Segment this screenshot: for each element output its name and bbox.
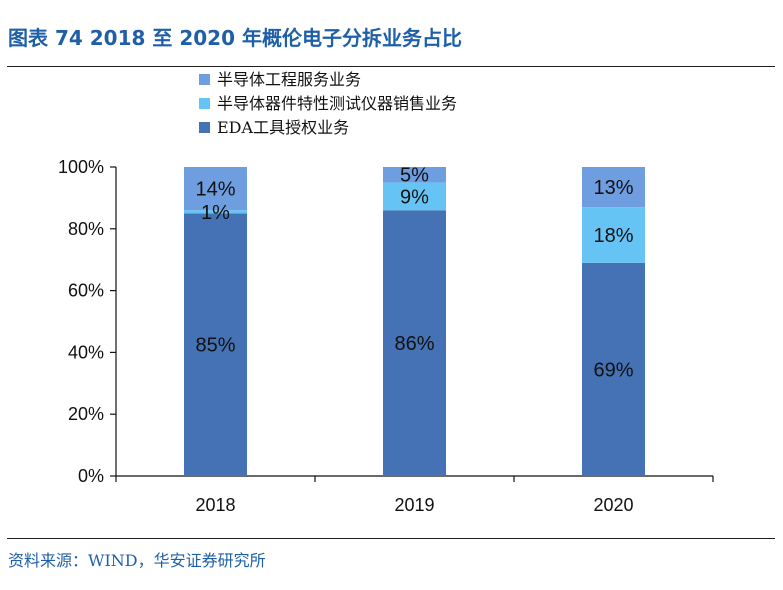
- data-label: 69%: [593, 359, 633, 381]
- source-note: 资料来源：WIND，华安证券研究所: [8, 551, 266, 570]
- x-tick-label: 2020: [593, 495, 633, 515]
- chart-title: 图表 74 2018 至 2020 年概伦电子分拆业务占比: [8, 26, 462, 50]
- data-label: 13%: [593, 177, 633, 199]
- bar-segment: [383, 210, 446, 476]
- chart-data-labels: 85% 1%14% 86% 9%5% 69% 18% 13%: [195, 165, 633, 382]
- data-label: 9%: [400, 186, 429, 208]
- bar-segment: [383, 167, 446, 183]
- chart-bars: [184, 167, 645, 476]
- data-label: 18%: [593, 225, 633, 247]
- data-label: 14%: [195, 179, 235, 201]
- data-label: 5%: [400, 165, 429, 187]
- legend-label: EDA工具授权业务: [217, 118, 349, 137]
- bar-segment: [184, 213, 247, 476]
- bar-segment: [582, 167, 645, 208]
- bar-segment: [184, 210, 247, 214]
- y-tick-label: 100%: [58, 157, 104, 177]
- data-label: 85%: [195, 335, 235, 357]
- y-tick-label: 40%: [68, 342, 104, 362]
- y-tick-label: 80%: [68, 219, 104, 239]
- footer-divider: [7, 538, 775, 539]
- y-tick-label: 20%: [68, 404, 104, 424]
- x-tick-label: 2019: [394, 495, 434, 515]
- x-tick-label: 2018: [195, 495, 235, 515]
- legend-label: 半导体工程服务业务: [217, 70, 361, 89]
- y-tick-label: 60%: [68, 281, 104, 301]
- bar-segment: [184, 167, 247, 211]
- bar-segment: [582, 207, 645, 263]
- bar-segment: [582, 262, 645, 476]
- legend-label: 半导体器件特性测试仪器销售业务: [217, 94, 457, 113]
- y-tick-label: 0%: [78, 466, 104, 486]
- bar-segment: [383, 182, 446, 211]
- legend-swatch: [199, 74, 210, 85]
- data-label: 1%: [201, 202, 230, 224]
- data-label: 86%: [394, 333, 434, 355]
- legend-swatch: [199, 98, 210, 109]
- title-divider: [7, 66, 775, 67]
- legend-swatch: [199, 122, 210, 133]
